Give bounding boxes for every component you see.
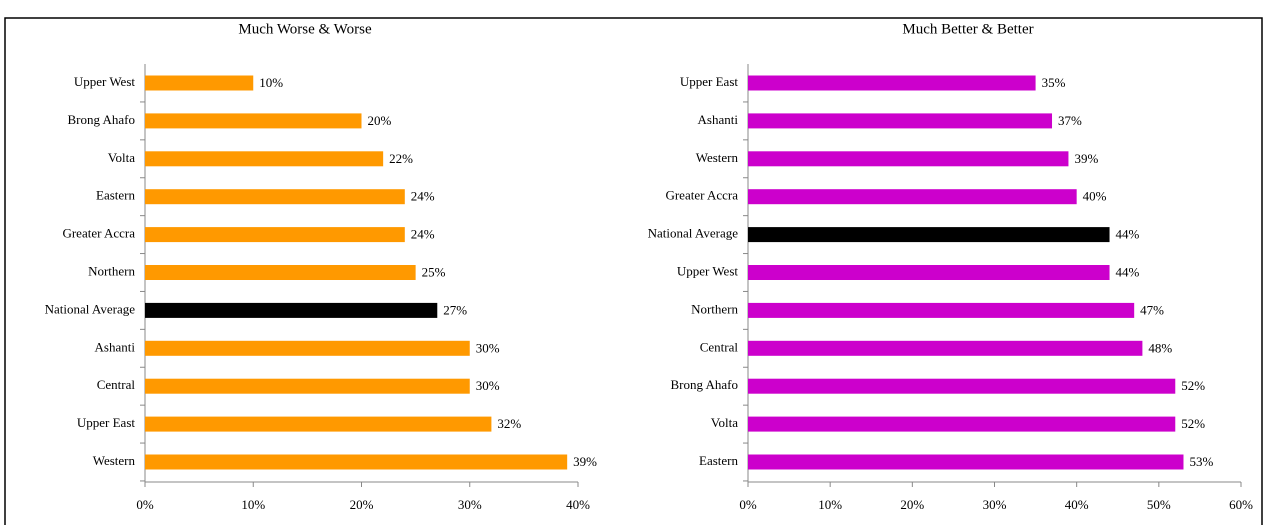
y-tick-label: Upper East <box>680 74 739 89</box>
value-label: 44% <box>1116 227 1140 242</box>
value-label: 48% <box>1148 340 1172 355</box>
bar <box>748 75 1036 91</box>
bar <box>145 378 470 394</box>
value-label: 32% <box>497 416 521 431</box>
value-label: 25% <box>422 264 446 279</box>
y-tick-label: National Average <box>648 226 739 241</box>
y-tick-label: Upper West <box>74 74 136 89</box>
value-label: 24% <box>411 227 435 242</box>
y-tick-label: Eastern <box>699 453 738 468</box>
value-label: 30% <box>476 378 500 393</box>
y-tick-label: Volta <box>108 150 135 165</box>
x-tick-label: 50% <box>1147 497 1171 512</box>
bar <box>748 189 1077 205</box>
value-label: 52% <box>1181 416 1205 431</box>
y-tick-label: Western <box>696 150 739 165</box>
frame <box>4 17 1263 525</box>
y-tick-label: Northern <box>691 301 738 316</box>
bar <box>748 151 1069 167</box>
bar <box>145 227 405 243</box>
x-tick-label: 0% <box>739 497 757 512</box>
x-tick-label: 20% <box>350 497 374 512</box>
bar <box>145 340 470 356</box>
chart-title: Much Better & Better <box>902 21 1033 37</box>
value-label: 24% <box>411 189 435 204</box>
x-tick-label: 10% <box>818 497 842 512</box>
x-tick-label: 40% <box>1065 497 1089 512</box>
bar <box>748 454 1184 470</box>
bar <box>145 416 492 432</box>
bar <box>145 454 568 470</box>
value-label: 35% <box>1042 75 1066 90</box>
bar <box>748 113 1053 129</box>
chart-title: Much Worse & Worse <box>238 21 372 37</box>
value-label: 39% <box>573 454 597 469</box>
y-tick-label: National Average <box>45 301 136 316</box>
y-tick-label: Upper East <box>77 415 136 430</box>
y-tick-label: Greater Accra <box>665 188 738 203</box>
bar <box>748 227 1110 243</box>
x-tick-label: 20% <box>900 497 924 512</box>
bar <box>145 302 438 318</box>
y-tick-label: Brong Ahafo <box>670 377 738 392</box>
value-label: 47% <box>1140 302 1164 317</box>
bar <box>748 416 1176 432</box>
x-tick-label: 40% <box>566 497 590 512</box>
x-tick-label: 0% <box>136 497 154 512</box>
y-tick-label: Northern <box>88 263 135 278</box>
value-label: 40% <box>1083 189 1107 204</box>
bar <box>748 265 1110 280</box>
bar <box>145 75 254 91</box>
x-tick-label: 30% <box>983 497 1007 512</box>
value-label: 52% <box>1181 378 1205 393</box>
value-label: 39% <box>1074 151 1098 166</box>
y-tick-label: Western <box>93 453 136 468</box>
x-tick-label: 60% <box>1229 497 1253 512</box>
value-label: 30% <box>476 340 500 355</box>
y-tick-label: Brong Ahafo <box>67 112 135 127</box>
x-tick-label: 10% <box>241 497 265 512</box>
y-tick-label: Greater Accra <box>62 226 135 241</box>
x-tick-label: 30% <box>458 497 482 512</box>
y-tick-label: Eastern <box>96 188 135 203</box>
bar <box>145 189 405 205</box>
value-label: 44% <box>1116 264 1140 279</box>
bar <box>748 378 1176 394</box>
bar <box>748 302 1135 318</box>
value-label: 20% <box>368 113 392 128</box>
bar <box>748 340 1143 356</box>
y-tick-label: Ashanti <box>698 112 739 127</box>
value-label: 10% <box>259 75 283 90</box>
y-tick-label: Central <box>700 339 739 354</box>
bar <box>145 265 416 280</box>
value-label: 37% <box>1058 113 1082 128</box>
bar <box>145 113 362 129</box>
value-label: 27% <box>443 302 467 317</box>
bar <box>145 151 384 167</box>
value-label: 22% <box>389 151 413 166</box>
y-tick-label: Upper West <box>677 263 739 278</box>
y-tick-label: Volta <box>711 415 738 430</box>
value-label: 53% <box>1189 454 1213 469</box>
y-tick-label: Ashanti <box>95 339 136 354</box>
y-tick-label: Central <box>97 377 136 392</box>
